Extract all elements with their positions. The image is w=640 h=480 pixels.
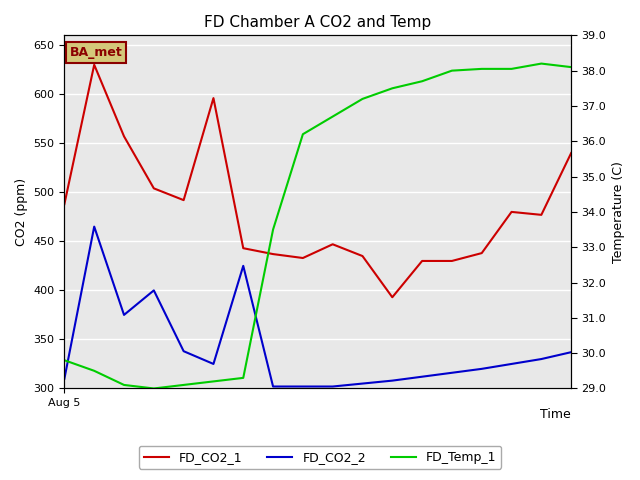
FD_CO2_1 <box>448 258 456 264</box>
FD_CO2_2 <box>150 288 157 293</box>
FD_Temp_1 <box>180 382 188 388</box>
FD_CO2_1 <box>150 185 157 191</box>
FD_Temp_1 <box>90 368 98 374</box>
FD_CO2_1 <box>180 197 188 203</box>
FD_CO2_2 <box>269 384 277 389</box>
FD_Temp_1 <box>478 66 486 72</box>
FD_CO2_1 <box>239 245 247 251</box>
FD_Temp_1 <box>120 382 128 388</box>
FD_CO2_1 <box>508 209 515 215</box>
FD_Temp_1 <box>419 78 426 84</box>
Y-axis label: CO2 (ppm): CO2 (ppm) <box>15 178 28 246</box>
FD_Temp_1 <box>299 132 307 137</box>
FD_CO2_1 <box>567 150 575 156</box>
FD_CO2_1 <box>269 251 277 257</box>
FD_CO2_1 <box>61 201 68 207</box>
FD_Temp_1 <box>538 60 545 66</box>
FD_CO2_2 <box>120 312 128 318</box>
FD_CO2_2 <box>61 376 68 382</box>
FD_CO2_1 <box>90 62 98 68</box>
FD_Temp_1 <box>269 227 277 232</box>
FD_CO2_2 <box>478 366 486 372</box>
FD_CO2_1 <box>329 241 337 247</box>
FD_Temp_1 <box>210 379 218 384</box>
FD_CO2_2 <box>508 361 515 367</box>
Title: FD Chamber A CO2 and Temp: FD Chamber A CO2 and Temp <box>204 15 431 30</box>
Line: FD_CO2_2: FD_CO2_2 <box>65 227 571 386</box>
FD_Temp_1 <box>239 375 247 381</box>
Line: FD_CO2_1: FD_CO2_1 <box>65 65 571 297</box>
Legend: FD_CO2_1, FD_CO2_2, FD_Temp_1: FD_CO2_1, FD_CO2_2, FD_Temp_1 <box>139 446 501 469</box>
Y-axis label: Temperature (C): Temperature (C) <box>612 161 625 263</box>
FD_CO2_1 <box>419 258 426 264</box>
Text: Time: Time <box>540 408 571 421</box>
FD_CO2_2 <box>358 381 366 386</box>
FD_Temp_1 <box>150 385 157 391</box>
FD_CO2_2 <box>90 224 98 229</box>
FD_Temp_1 <box>388 85 396 91</box>
FD_CO2_1 <box>358 253 366 259</box>
FD_CO2_2 <box>180 348 188 354</box>
FD_CO2_1 <box>299 255 307 261</box>
FD_Temp_1 <box>508 66 515 72</box>
FD_Temp_1 <box>61 357 68 363</box>
FD_CO2_2 <box>567 349 575 355</box>
Line: FD_Temp_1: FD_Temp_1 <box>65 63 571 388</box>
FD_CO2_2 <box>388 378 396 384</box>
FD_CO2_1 <box>120 133 128 139</box>
FD_CO2_2 <box>448 370 456 376</box>
FD_Temp_1 <box>329 114 337 120</box>
FD_CO2_2 <box>299 384 307 389</box>
FD_CO2_1 <box>478 250 486 256</box>
FD_CO2_1 <box>538 212 545 218</box>
FD_CO2_2 <box>329 384 337 389</box>
FD_CO2_2 <box>239 263 247 269</box>
FD_Temp_1 <box>358 96 366 102</box>
FD_CO2_2 <box>419 374 426 380</box>
FD_Temp_1 <box>567 64 575 70</box>
FD_CO2_2 <box>538 356 545 362</box>
FD_CO2_1 <box>388 294 396 300</box>
FD_Temp_1 <box>448 68 456 73</box>
FD_CO2_2 <box>210 361 218 367</box>
Text: BA_met: BA_met <box>70 46 122 59</box>
FD_CO2_1 <box>210 95 218 101</box>
